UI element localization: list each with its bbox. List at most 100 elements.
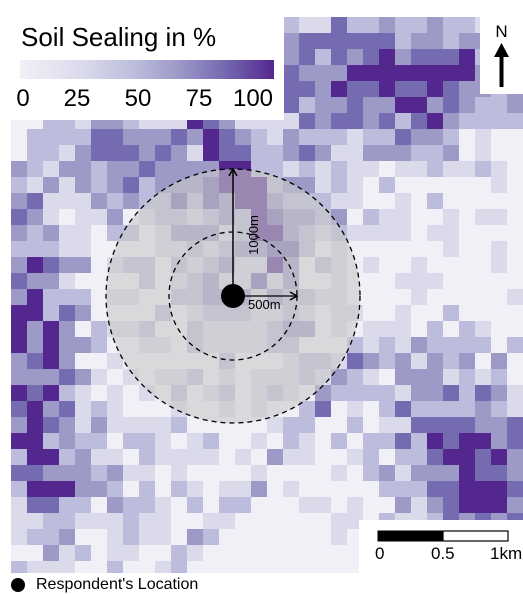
- raster-cell: [123, 417, 139, 433]
- raster-cell: [75, 305, 91, 321]
- raster-cell: [27, 289, 43, 305]
- raster-cell: [331, 33, 347, 49]
- raster-cell: [395, 289, 411, 305]
- raster-cell: [11, 289, 27, 305]
- raster-cell: [43, 241, 59, 257]
- raster-cell: [379, 177, 395, 193]
- raster-cell: [43, 497, 59, 513]
- raster-cell: [427, 81, 443, 97]
- raster-cell: [411, 113, 427, 129]
- raster-cell: [475, 273, 491, 289]
- raster-cell: [171, 129, 187, 145]
- raster-cell: [379, 497, 395, 513]
- raster-cell: [75, 177, 91, 193]
- raster-cell: [11, 545, 27, 561]
- raster-cell: [379, 193, 395, 209]
- raster-cell: [171, 161, 187, 177]
- raster-cell: [459, 497, 475, 513]
- raster-cell: [331, 465, 347, 481]
- raster-cell: [459, 433, 475, 449]
- raster-cell: [139, 145, 155, 161]
- legend: Soil Sealing in % 0 25 50 75 100: [11, 17, 284, 120]
- raster-cell: [155, 465, 171, 481]
- raster-cell: [91, 465, 107, 481]
- legend-tick-0: 0: [16, 85, 30, 112]
- raster-cell: [491, 113, 507, 129]
- raster-cell: [187, 129, 203, 145]
- raster-cell: [331, 193, 347, 209]
- raster-cell: [11, 177, 27, 193]
- raster-cell: [123, 385, 139, 401]
- raster-cell: [27, 193, 43, 209]
- raster-cell: [43, 129, 59, 145]
- raster-cell: [203, 145, 219, 161]
- raster-cell: [379, 433, 395, 449]
- raster-cell: [59, 273, 75, 289]
- raster-cell: [395, 209, 411, 225]
- raster-cell: [171, 497, 187, 513]
- raster-cell: [59, 289, 75, 305]
- raster-cell: [443, 129, 459, 145]
- raster-cell: [155, 529, 171, 545]
- raster-cell: [459, 417, 475, 433]
- raster-cell: [475, 145, 491, 161]
- raster-cell: [235, 449, 251, 465]
- respondent-location-label: Respondent's Location: [36, 576, 199, 593]
- raster-cell: [59, 193, 75, 209]
- raster-cell: [59, 257, 75, 273]
- raster-cell: [283, 145, 299, 161]
- raster-cell: [475, 481, 491, 497]
- raster-cell: [27, 337, 43, 353]
- raster-cell: [475, 337, 491, 353]
- raster-cell: [315, 497, 331, 513]
- raster-cell: [395, 321, 411, 337]
- raster-cell: [315, 161, 331, 177]
- raster-cell: [171, 481, 187, 497]
- raster-cell: [75, 193, 91, 209]
- raster-cell: [283, 433, 299, 449]
- raster-cell: [443, 353, 459, 369]
- raster-cell: [107, 545, 123, 561]
- raster-cell: [363, 257, 379, 273]
- raster-cell: [459, 465, 475, 481]
- raster-cell: [283, 113, 299, 129]
- raster-cell: [347, 81, 363, 97]
- raster-cell: [267, 417, 283, 433]
- raster-cell: [379, 33, 395, 49]
- raster-cell: [379, 465, 395, 481]
- raster-cell: [75, 289, 91, 305]
- raster-cell: [379, 225, 395, 241]
- raster-cell: [411, 257, 427, 273]
- raster-cell: [59, 369, 75, 385]
- raster-cell: [59, 305, 75, 321]
- raster-cell: [395, 33, 411, 49]
- raster-cell: [395, 49, 411, 65]
- raster-cell: [11, 225, 27, 241]
- raster-cell: [395, 225, 411, 241]
- raster-cell: [379, 401, 395, 417]
- raster-cell: [411, 161, 427, 177]
- raster-cell: [91, 129, 107, 145]
- raster-cell: [43, 465, 59, 481]
- raster-cell: [75, 369, 91, 385]
- raster-cell: [219, 129, 235, 145]
- raster-cell: [427, 161, 443, 177]
- legend-tick-75: 75: [185, 85, 213, 112]
- raster-cell: [43, 321, 59, 337]
- raster-cell: [459, 161, 475, 177]
- raster-cell: [395, 241, 411, 257]
- raster-cell: [203, 513, 219, 529]
- raster-cell: [475, 417, 491, 433]
- raster-cell: [443, 433, 459, 449]
- raster-cell: [139, 161, 155, 177]
- raster-cell: [347, 417, 363, 433]
- legend-tick-50: 50: [124, 85, 152, 112]
- raster-cell: [379, 97, 395, 113]
- legend-color-ramp: [20, 60, 274, 79]
- raster-cell: [347, 17, 363, 33]
- raster-cell: [427, 369, 443, 385]
- raster-cell: [43, 417, 59, 433]
- raster-cell: [299, 65, 315, 81]
- raster-cell: [475, 433, 491, 449]
- raster-cell: [315, 129, 331, 145]
